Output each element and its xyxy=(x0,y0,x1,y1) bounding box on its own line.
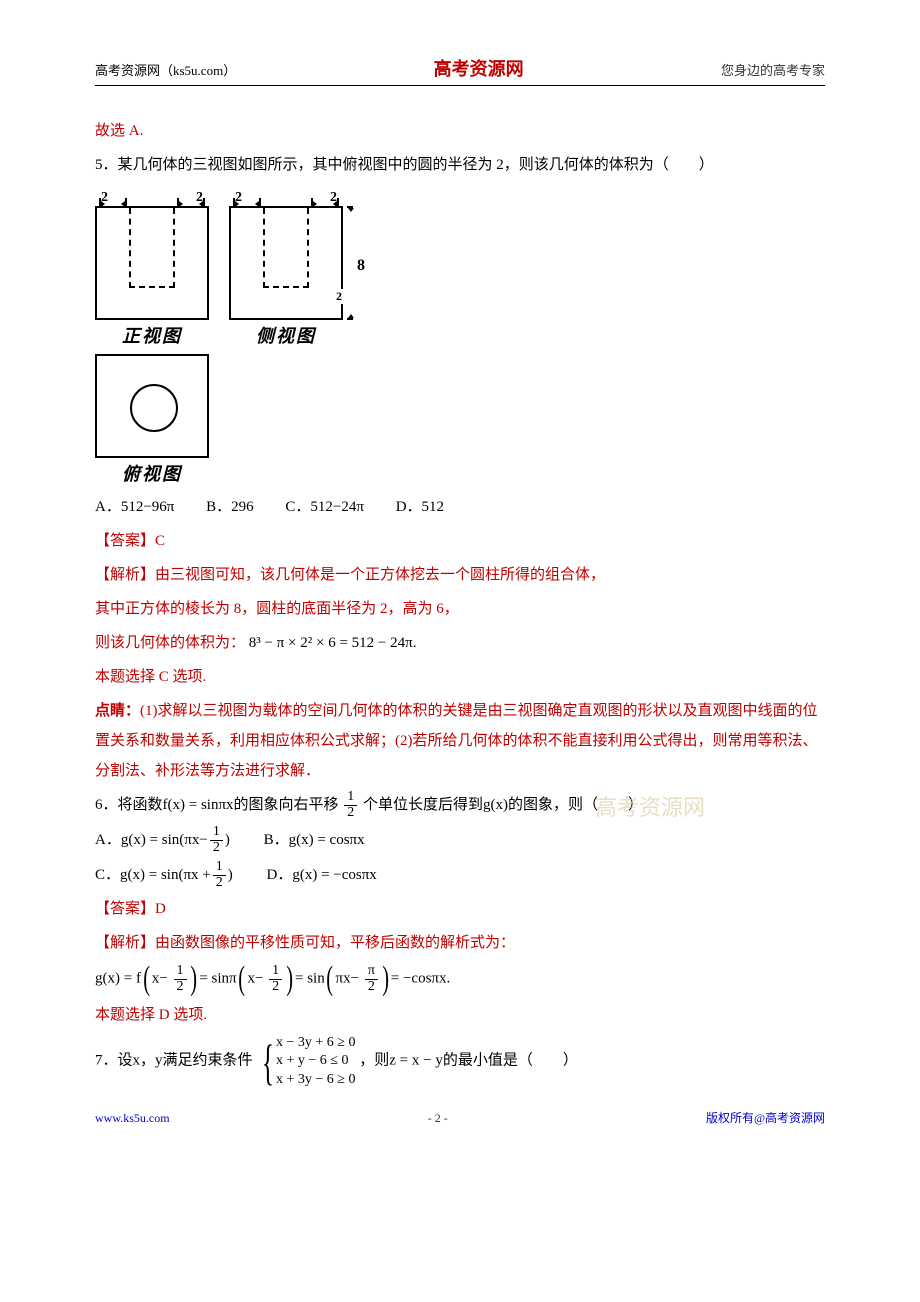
q5-optA: A．512−96π xyxy=(95,499,174,515)
q6-optB: B．g(x) = cosπx xyxy=(264,832,365,848)
q5-expl-4: 本题选择 C 选项. xyxy=(95,662,825,692)
frac-half: 12 xyxy=(344,790,357,820)
front-view-box: 2 2 xyxy=(95,206,209,320)
dim-height: 8 xyxy=(357,257,365,275)
q6-stem: 6．将函数f(x) = sinπx的图象向右平移 12 个单位长度后得到g(x)… xyxy=(95,790,825,821)
cases-brace-icon: { xyxy=(262,1037,274,1087)
q6-optD: D．g(x) = −cosπx xyxy=(267,867,377,883)
q6-optC: C．g(x) = sin(πx +12) xyxy=(95,867,237,883)
q7-cases: x − 3y + 6 ≥ 0 x + y − 6 ≤ 0 x + 3y − 6 … xyxy=(276,1034,355,1089)
q4-conclusion: 故选 A. xyxy=(95,116,825,146)
q5-expl-2: 其中正方体的棱长为 8，圆柱的底面半径为 2，高为 6， xyxy=(95,594,825,624)
footer-center: - 2 - xyxy=(428,1111,448,1126)
q6-expl-1: 【解析】由函数图像的平移性质可知，平移后函数的解析式为： xyxy=(95,928,825,958)
q6-expl-math: g(x) = f ( x− 12 ) = sinπ ( x− 12 ) = si… xyxy=(95,962,825,996)
header-center: 高考资源网 xyxy=(434,55,524,81)
q5-expl-3: 则该几何体的体积为： 8³ − π × 2² × 6 = 512 − 24π. xyxy=(95,628,825,658)
side-view-box: 2 2 2 xyxy=(229,206,343,320)
header-left: 高考资源网（ks5u.com） xyxy=(95,60,236,79)
footer-right: 版权所有@高考资源网 xyxy=(706,1109,825,1126)
q6-answer: 【答案】D xyxy=(95,894,825,924)
q5-answer: 【答案】C xyxy=(95,526,825,556)
q6-options-row1: A．g(x) = sin(πx−12) B．g(x) = cosπx xyxy=(95,825,825,856)
top-view-box xyxy=(95,354,209,458)
q6-options-row2: C．g(x) = sin(πx +12) D．g(x) = −cosπx xyxy=(95,860,825,891)
front-view-block: 2 2 正视图 xyxy=(95,188,209,348)
q6-expl-2: 本题选择 D 选项. xyxy=(95,1000,825,1030)
front-view-label: 正视图 xyxy=(95,322,209,348)
header-right: 您身边的高考专家 xyxy=(721,60,825,79)
top-view-label: 俯视图 xyxy=(95,460,209,486)
q7-stem: 7．设x，y满足约束条件 { x − 3y + 6 ≥ 0 x + y − 6 … xyxy=(95,1034,825,1089)
side-view-label: 侧视图 xyxy=(229,322,343,348)
three-views-figure: 2 2 正视图 2 2 xyxy=(95,188,825,486)
top-view-circle xyxy=(130,384,178,432)
q5-expl-1: 【解析】由三视图可知，该几何体是一个正方体挖去一个圆柱所得的组合体， xyxy=(95,560,825,590)
q5-optD: D．512 xyxy=(396,499,444,515)
q5-stem: 5．某几何体的三视图如图所示，其中俯视图中的圆的半径为 2，则该几何体的体积为（… xyxy=(95,150,825,180)
page-header: 高考资源网（ks5u.com） 高考资源网 您身边的高考专家 xyxy=(95,55,825,86)
side-view-block: 2 2 2 8 侧视图 xyxy=(229,188,343,348)
dim-small: 2 xyxy=(335,289,343,304)
q6-optA: A．g(x) = sin(πx−12) xyxy=(95,832,234,848)
page-footer: www.ks5u.com - 2 - 版权所有@高考资源网 xyxy=(95,1109,825,1126)
q5-options: A．512−96π B．296 C．512−24π D．512 xyxy=(95,492,825,522)
q5-dianjing: 点睛：(1)求解以三视图为载体的空间几何体的体积的关键是由三视图确定直观图的形状… xyxy=(95,696,825,786)
q5-expl-3-math: 8³ − π × 2² × 6 = 512 − 24π. xyxy=(249,635,417,651)
q5-optB: B．296 xyxy=(206,499,254,515)
footer-left: www.ks5u.com xyxy=(95,1111,170,1126)
top-view-block: 俯视图 xyxy=(95,354,825,486)
q5-optC: C．512−24π xyxy=(285,499,364,515)
